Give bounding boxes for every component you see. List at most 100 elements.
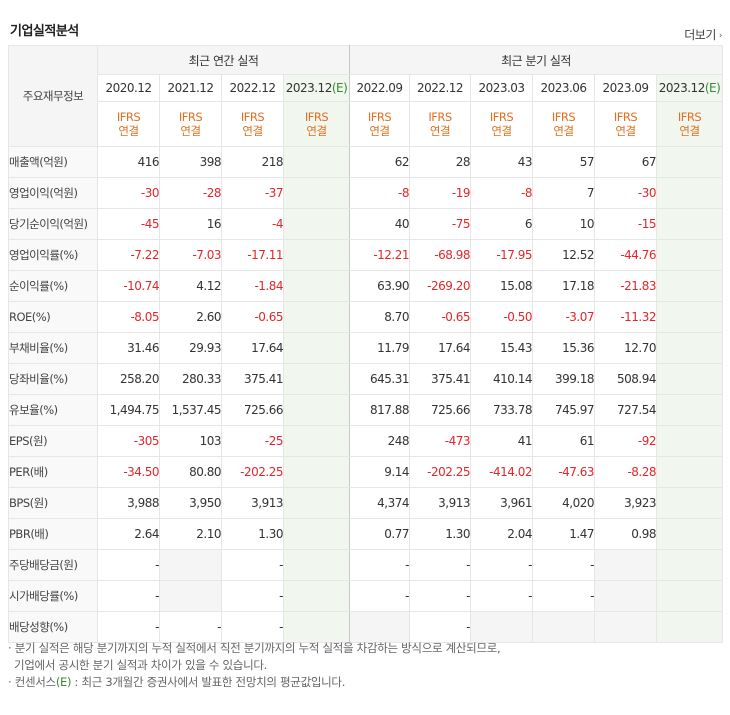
- data-cell: -305: [97, 425, 160, 457]
- footnote-line: · 컨센서스(E) : 최근 3개월간 증권사에서 발표한 전망치의 평균값입니…: [8, 674, 500, 691]
- table-row: 주당배당금(원) - - - - - -: [8, 549, 723, 581]
- data-cell: -4: [221, 208, 284, 240]
- row-label: EPS(원): [8, 425, 98, 457]
- ifrs-text: IFRS: [178, 110, 203, 124]
- data-cell: 1,537.45: [159, 394, 222, 426]
- data-cell: 817.88: [349, 394, 410, 426]
- data-cell: [656, 580, 723, 612]
- data-cell: [283, 332, 350, 364]
- ifrs-label: IFRS 연결: [409, 101, 471, 147]
- data-cell: -8.28: [594, 456, 657, 488]
- data-cell: 12.70: [594, 332, 657, 364]
- consolidated-text: 연결: [180, 124, 201, 138]
- data-cell: [283, 487, 350, 519]
- data-cell: 3,950: [159, 487, 222, 519]
- data-cell: [656, 456, 723, 488]
- more-label: 더보기: [684, 28, 716, 42]
- period-label: 2023.12: [658, 81, 706, 95]
- data-cell: 8.70: [349, 301, 410, 333]
- data-cell: 6: [470, 208, 533, 240]
- more-link[interactable]: 더보기 ›: [684, 26, 722, 43]
- consensus-mark: (E): [55, 675, 72, 689]
- data-cell: 2.60: [159, 301, 222, 333]
- ifrs-label: IFRS 연결: [470, 101, 533, 147]
- table-row: BPS(원) 3,988 3,950 3,913 4,374 3,913 3,961 4,02…: [8, 487, 723, 519]
- data-cell: 1.30: [409, 518, 471, 550]
- row-label: 당기순이익(억원): [8, 208, 98, 240]
- data-cell: [656, 208, 723, 240]
- period-label: 2022.12: [416, 81, 464, 95]
- data-cell: -11.32: [594, 301, 657, 333]
- data-cell: -45: [97, 208, 160, 240]
- ifrs-text: IFRS: [489, 110, 514, 124]
- data-cell: [283, 270, 350, 302]
- data-cell: 15.36: [532, 332, 595, 364]
- section-title: 기업실적분석: [10, 24, 79, 39]
- data-cell: -473: [409, 425, 471, 457]
- data-cell: [283, 425, 350, 457]
- data-cell: [656, 301, 723, 333]
- data-cell: [283, 580, 350, 612]
- data-cell: [349, 611, 410, 643]
- data-cell: 725.66: [409, 394, 471, 426]
- data-cell: -202.25: [409, 456, 471, 488]
- consensus-mark: (E): [331, 81, 348, 95]
- data-cell: -269.20: [409, 270, 471, 302]
- ifrs-label: IFRS 연결: [349, 101, 410, 147]
- data-cell: -47.63: [532, 456, 595, 488]
- data-cell: [656, 487, 723, 519]
- period-header: 2023.12(E): [283, 74, 350, 102]
- data-cell: 2.10: [159, 518, 222, 550]
- ifrs-label: IFRS 연결: [594, 101, 657, 147]
- data-cell: -7.22: [97, 239, 160, 271]
- data-cell: 375.41: [409, 363, 471, 395]
- ifrs-label: IFRS 연결: [159, 101, 222, 147]
- data-cell: [283, 208, 350, 240]
- data-cell: 40: [349, 208, 410, 240]
- period-label: 2020.12: [105, 81, 152, 95]
- data-cell: [656, 177, 723, 209]
- ifrs-text: IFRS: [116, 110, 141, 124]
- data-cell: -10.74: [97, 270, 160, 302]
- consolidated-text: 연결: [553, 124, 574, 138]
- data-cell: -25: [221, 425, 284, 457]
- data-cell: [656, 518, 723, 550]
- data-cell: 410.14: [470, 363, 533, 395]
- data-cell: 727.54: [594, 394, 657, 426]
- data-cell: -21.83: [594, 270, 657, 302]
- data-cell: 0.98: [594, 518, 657, 550]
- data-cell: 43: [470, 146, 533, 178]
- ifrs-label: IFRS 연결: [97, 101, 160, 147]
- consolidated-text: 연결: [242, 124, 263, 138]
- data-cell: -: [532, 580, 595, 612]
- data-cell: 1,494.75: [97, 394, 160, 426]
- footnote-text: · 컨센서스: [8, 675, 56, 689]
- data-cell: 248: [349, 425, 410, 457]
- data-cell: [283, 518, 350, 550]
- data-cell: [283, 456, 350, 488]
- data-cell: 15.43: [470, 332, 533, 364]
- data-cell: 11.79: [349, 332, 410, 364]
- data-cell: 28: [409, 146, 471, 178]
- data-cell: 4.12: [159, 270, 222, 302]
- data-cell: [594, 549, 657, 581]
- data-cell: -: [97, 580, 160, 612]
- consolidated-text: 연결: [306, 124, 327, 138]
- data-cell: 61: [532, 425, 595, 457]
- consolidated-text: 연결: [429, 124, 451, 138]
- footnote-line: · 분기 실적은 해당 분기까지의 누적 실적에서 직전 분기까지의 누적 실적…: [8, 641, 501, 655]
- data-cell: 508.94: [594, 363, 657, 395]
- table-row: 영업이익률(%) -7.22 -7.03 -17.11 -12.21 -68.98 -17.…: [8, 239, 723, 271]
- data-cell: -30: [594, 177, 657, 209]
- footnote-text: : 최근 3개월간 증권사에서 발표한 전망치의 평균값입니다.: [71, 675, 346, 689]
- data-cell: -: [409, 580, 471, 612]
- row-label: 영업이익(억원): [8, 177, 98, 209]
- table-row: EPS(원) -305 103 -25 248 -473 41 61 -92: [8, 425, 723, 457]
- data-cell: 12.52: [532, 239, 595, 271]
- period-header: 2023.03: [470, 74, 533, 102]
- data-cell: 645.31: [349, 363, 410, 395]
- data-cell: -: [221, 549, 284, 581]
- data-cell: -12.21: [349, 239, 410, 271]
- data-cell: 57: [532, 146, 595, 178]
- data-cell: [159, 549, 222, 581]
